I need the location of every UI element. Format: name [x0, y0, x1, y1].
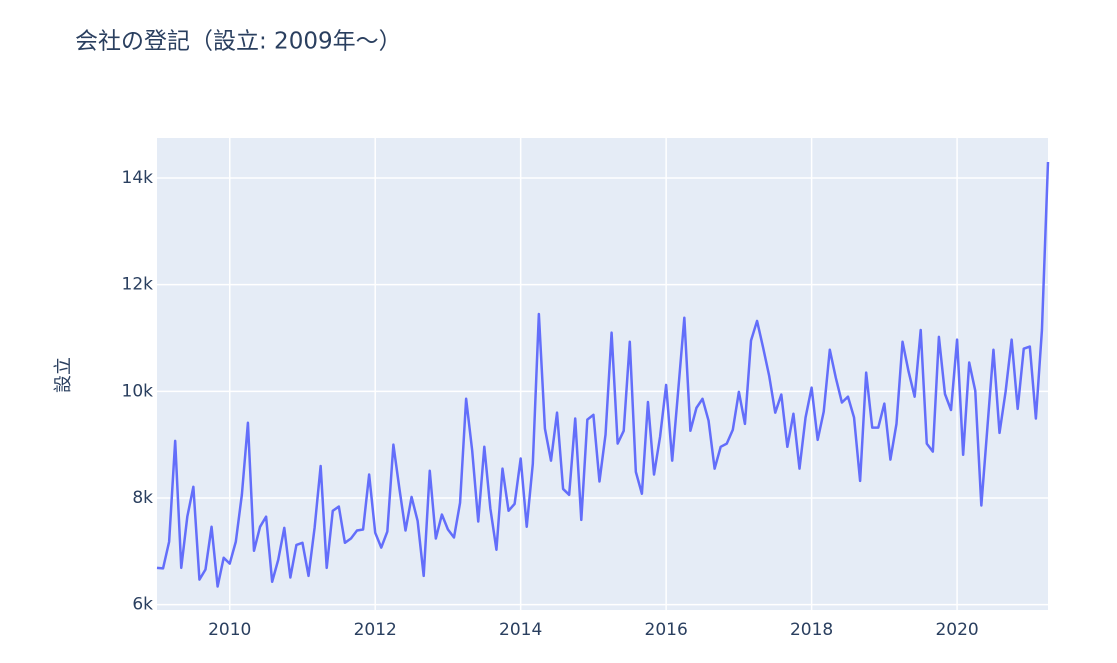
x-tick-label: 2014	[499, 620, 542, 640]
x-tick-label: 2018	[790, 620, 833, 640]
chart-title: 会社の登記（設立: 2009年〜）	[75, 29, 402, 55]
y-axis-title: 設立	[53, 357, 74, 393]
x-tick-label: 2010	[208, 620, 251, 640]
x-tick-label: 2016	[645, 620, 688, 640]
y-tick-label: 6k	[132, 595, 153, 615]
x-tick-label: 2020	[935, 620, 978, 640]
y-tick-label: 12k	[122, 275, 154, 295]
y-tick-label: 8k	[132, 488, 153, 508]
data-line	[156, 161, 1050, 588]
y-tick-label: 14k	[122, 168, 154, 188]
plot-area	[157, 138, 1048, 610]
y-tick-label: 10k	[122, 381, 154, 401]
x-tick-label: 2012	[354, 620, 397, 640]
